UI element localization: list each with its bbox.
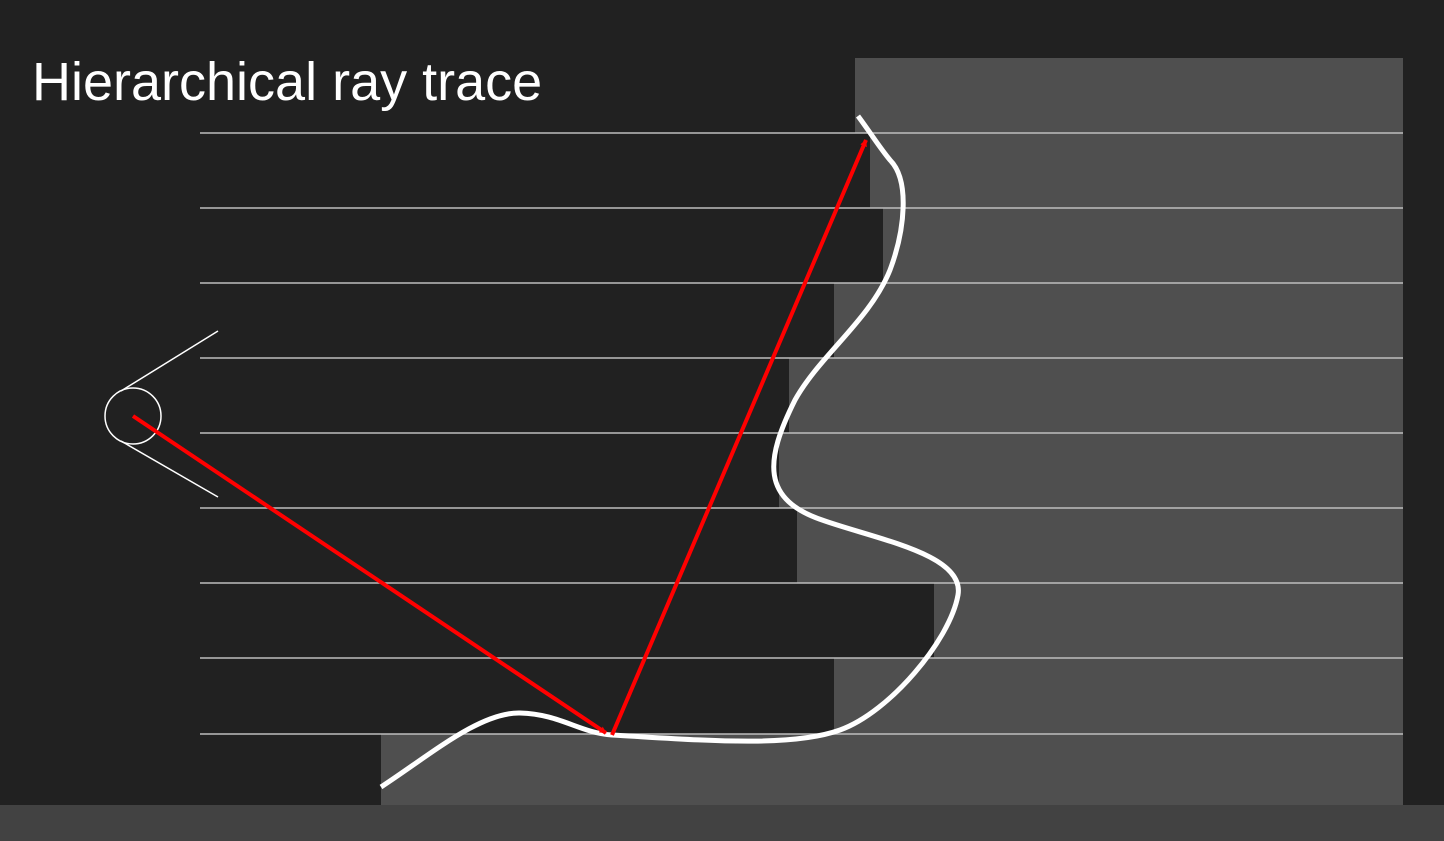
depth-step (883, 208, 1403, 283)
eye-icon (104, 330, 219, 498)
depth-buffer-fill (381, 58, 1403, 805)
depth-step (834, 283, 1403, 358)
depth-step (779, 433, 1403, 508)
depth-step (381, 734, 1403, 805)
depth-step (789, 358, 1403, 433)
ray-paths (131, 139, 868, 736)
slide-title: Hierarchical ray trace (32, 52, 543, 112)
surface-curve (379, 114, 961, 790)
depth-step (870, 133, 1403, 208)
depth-step (855, 58, 1403, 133)
depth-step (834, 658, 1403, 734)
footer-bar (0, 805, 1444, 841)
reflected-ray-arrow (610, 139, 868, 736)
depth-step (934, 583, 1403, 658)
grid-lines (200, 132, 1403, 735)
primary-ray-arrow (131, 414, 608, 735)
depth-step (797, 508, 1403, 583)
